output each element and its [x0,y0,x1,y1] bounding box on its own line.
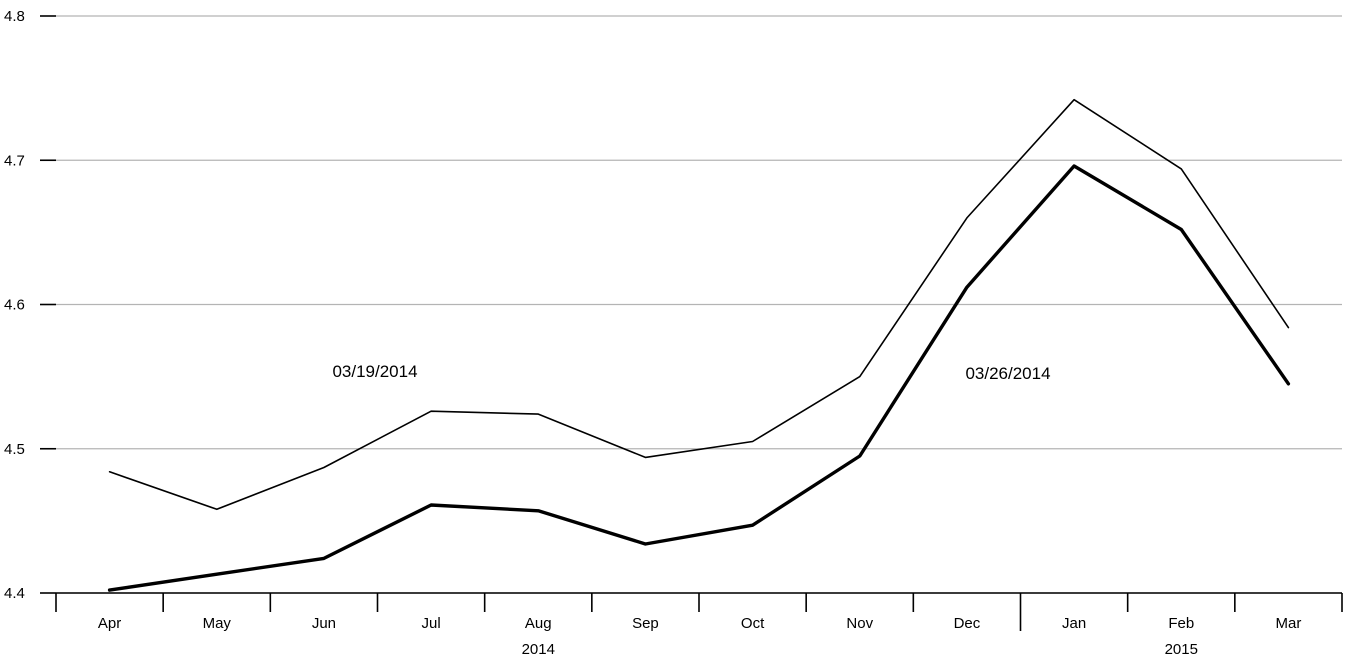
x-tick-label-nov: Nov [846,615,873,632]
y-tick-label: 4.4 [4,585,25,602]
y-tick-label: 4.5 [4,441,25,458]
series-lines [107,98,1291,592]
x-tick-label-oct: Oct [741,615,765,632]
y-axis: 4.4 4.5 4.6 4.7 4.8 [4,8,56,602]
x-axis: Apr May Jun Jul Aug Sep Oct Nov Dec Jan Feb Mar 2014… [55,592,1343,658]
x-tick-label-may: May [203,615,232,632]
x-tick-label-jan: Jan [1062,615,1086,632]
x-tick-label-sep: Sep [632,615,659,632]
x-tick-label-jun: Jun [312,615,336,632]
x-tick-label-dec: Dec [954,615,981,632]
x-tick-label-mar: Mar [1275,615,1301,632]
y-tick-label: 4.6 [4,297,25,314]
series-line-thick [107,164,1291,592]
year-label-2015: 2015 [1165,641,1198,658]
y-tick-label: 4.7 [4,152,25,169]
x-tick-label-feb: Feb [1168,615,1194,632]
x-tick-label-jul: Jul [421,615,440,632]
series-label-1: 03/26/2014 [965,364,1050,383]
gridlines [56,15,1342,594]
year-label-2014: 2014 [522,641,555,658]
series-labels: 03/19/2014 03/26/2014 [332,362,1050,383]
y-tick-label: 4.8 [4,8,25,25]
x-tick-label-aug: Aug [525,615,552,632]
series-label-0: 03/19/2014 [332,362,417,381]
series-line-thin [108,98,1290,511]
x-tick-label-apr: Apr [98,615,121,632]
